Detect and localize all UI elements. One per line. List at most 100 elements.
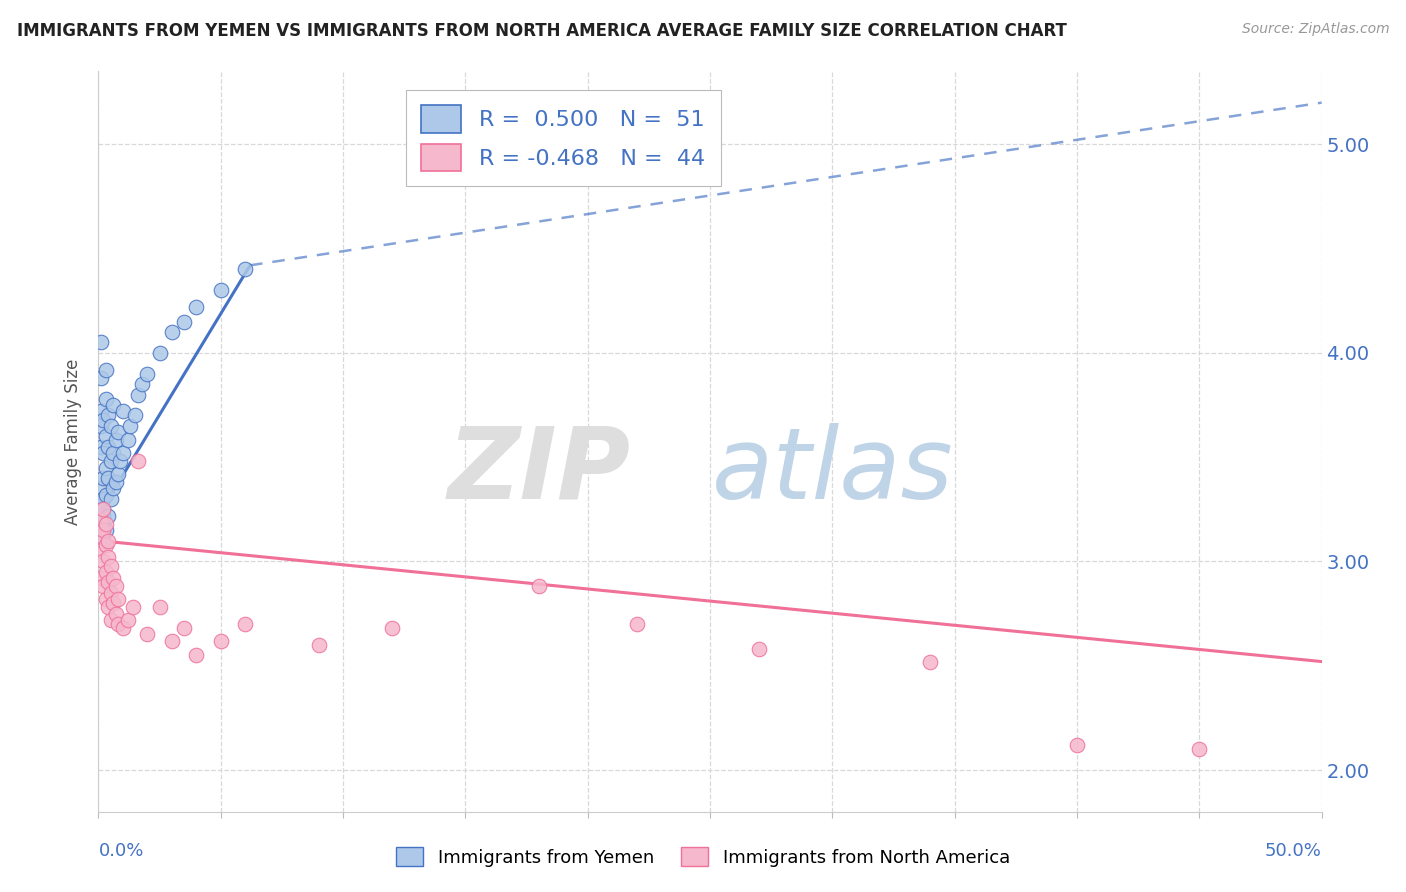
Text: ZIP: ZIP: [447, 423, 630, 520]
Point: [626, 617, 648, 632]
Point: [91, 523, 114, 537]
Point: [100, 418, 122, 433]
Point: [107, 467, 129, 481]
Point: [308, 638, 330, 652]
Point: [97, 440, 120, 454]
Point: [209, 633, 232, 648]
Point: [91, 508, 114, 523]
Point: [91, 412, 114, 426]
Point: [173, 621, 195, 635]
Point: [100, 586, 122, 600]
Point: [97, 409, 120, 423]
Point: [90, 513, 112, 527]
Point: [91, 502, 114, 516]
Point: [90, 529, 112, 543]
Point: [104, 579, 127, 593]
Point: [87, 496, 110, 510]
Point: [104, 475, 127, 490]
Point: [121, 600, 143, 615]
Point: [90, 371, 112, 385]
Point: [100, 491, 122, 506]
Point: [100, 613, 122, 627]
Point: [160, 325, 183, 339]
Legend: R =  0.500   N =  51, R = -0.468   N =  44: R = 0.500 N = 51, R = -0.468 N = 44: [406, 90, 721, 186]
Point: [110, 454, 132, 468]
Point: [94, 429, 117, 443]
Text: 0.0%: 0.0%: [98, 842, 143, 860]
Point: [104, 607, 127, 621]
Point: [136, 367, 159, 381]
Point: [90, 482, 112, 496]
Point: [111, 404, 134, 418]
Point: [94, 523, 117, 537]
Point: [94, 362, 117, 376]
Point: [91, 446, 114, 460]
Point: [124, 409, 146, 423]
Point: [1066, 738, 1088, 752]
Point: [94, 392, 117, 406]
Point: [94, 460, 117, 475]
Point: [107, 592, 129, 607]
Point: [94, 592, 117, 607]
Point: [186, 300, 208, 314]
Point: [87, 513, 110, 527]
Point: [107, 425, 129, 439]
Point: [90, 418, 112, 433]
Text: atlas: atlas: [711, 423, 953, 520]
Point: [127, 387, 149, 401]
Point: [131, 377, 153, 392]
Point: [101, 571, 124, 585]
Point: [120, 418, 142, 433]
Point: [160, 633, 183, 648]
Text: IMMIGRANTS FROM YEMEN VS IMMIGRANTS FROM NORTH AMERICA AVERAGE FAMILY SIZE CORRE: IMMIGRANTS FROM YEMEN VS IMMIGRANTS FROM…: [17, 22, 1067, 40]
Point: [100, 558, 122, 573]
Point: [117, 613, 139, 627]
Point: [127, 454, 149, 468]
Point: [101, 446, 124, 460]
Legend: Immigrants from Yemen, Immigrants from North America: Immigrants from Yemen, Immigrants from N…: [389, 840, 1017, 874]
Point: [90, 571, 112, 585]
Point: [381, 621, 404, 635]
Point: [233, 262, 256, 277]
Point: [149, 600, 172, 615]
Point: [107, 617, 129, 632]
Point: [186, 648, 208, 663]
Point: [91, 471, 114, 485]
Point: [111, 621, 134, 635]
Point: [527, 579, 550, 593]
Point: [90, 516, 112, 531]
Point: [920, 655, 942, 669]
Point: [149, 346, 172, 360]
Point: [104, 434, 127, 448]
Point: [97, 550, 120, 565]
Y-axis label: Average Family Size: Average Family Size: [65, 359, 83, 524]
Point: [91, 533, 114, 548]
Point: [101, 596, 124, 610]
Point: [136, 627, 159, 641]
Point: [94, 538, 117, 552]
Point: [90, 404, 112, 418]
Point: [87, 544, 110, 558]
Point: [97, 533, 120, 548]
Point: [173, 315, 195, 329]
Point: [97, 600, 120, 615]
Point: [748, 642, 770, 657]
Text: Source: ZipAtlas.com: Source: ZipAtlas.com: [1241, 22, 1389, 37]
Point: [94, 565, 117, 579]
Point: [91, 554, 114, 568]
Point: [97, 575, 120, 590]
Point: [101, 482, 124, 496]
Point: [209, 283, 232, 297]
Point: [91, 491, 114, 506]
Point: [100, 454, 122, 468]
Text: 50.0%: 50.0%: [1265, 842, 1322, 860]
Point: [94, 488, 117, 502]
Point: [91, 579, 114, 593]
Point: [97, 471, 120, 485]
Point: [1188, 742, 1211, 756]
Point: [111, 446, 134, 460]
Point: [90, 335, 112, 350]
Point: [101, 398, 124, 412]
Point: [117, 434, 139, 448]
Point: [94, 516, 117, 531]
